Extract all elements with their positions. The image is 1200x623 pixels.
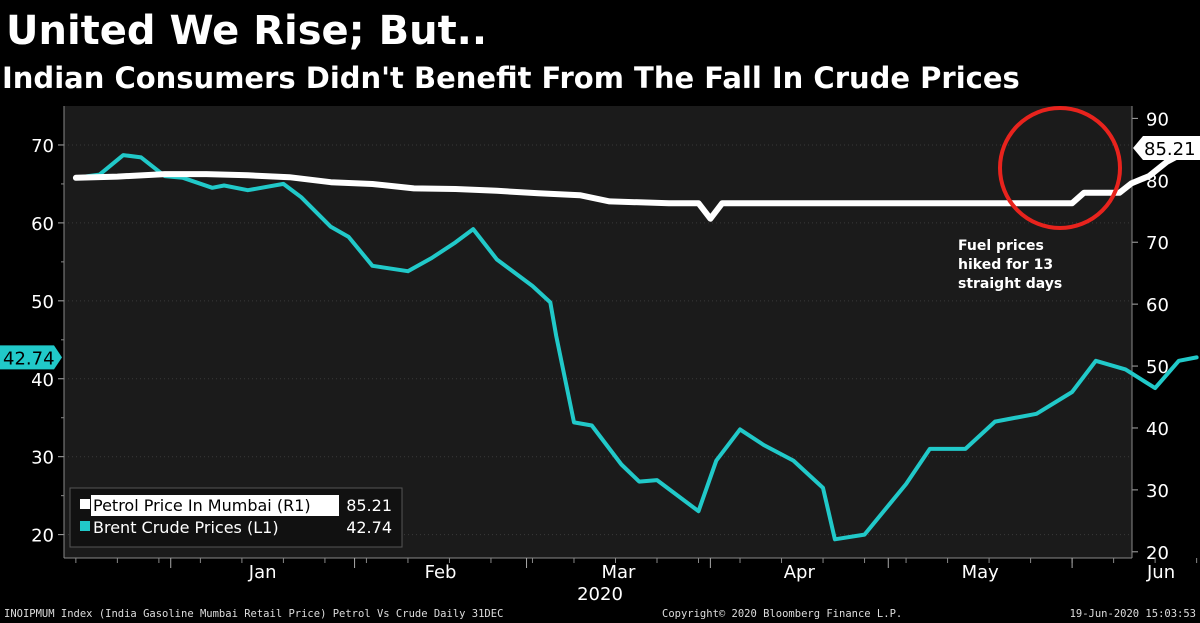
right-axis-tick-label: 70 [1146,233,1169,254]
legend-value-petrol: 85.21 [346,496,392,515]
right-axis-tick-label: 30 [1146,481,1169,502]
legend-swatch-petrol [80,499,90,509]
x-axis-tick-label: Jun [1146,562,1175,583]
x-axis: Jan Feb Mar Apr May Jun 2020 [64,557,1198,605]
left-axis-tick-label: 50 [31,292,54,313]
right-axis-tick-label: 60 [1146,295,1169,316]
legend-label-petrol: Petrol Price In Mumbai (R1) [93,496,311,515]
left-axis-tick-label: 40 [31,370,54,391]
x-axis-tick-label: May [962,562,1000,583]
x-axis-tick-label: Feb [425,562,457,583]
x-axis-year-label: 2020 [577,584,623,605]
right-axis-tick-label: 40 [1146,419,1169,440]
left-axis-tick-label: 30 [31,448,54,469]
brent-last-value-tag [0,345,62,370]
chart-subtitle: Indian Consumers Didn't Benefit From The… [2,61,1020,95]
x-axis-tick-label: Apr [784,562,816,583]
series-line-petrol [72,145,1200,222]
annotation-text: Fuel prices hiked for 13 straight days [958,238,1062,292]
x-axis-tick-label: Jan [248,562,277,583]
left-axis-tick-label: 70 [31,136,54,157]
petrol-last-value-label: 85.21 [1144,139,1196,160]
right-axis-tick-label: 20 [1146,543,1169,564]
footer-source: INOIPMUM Index (India Gasoline Mumbai Re… [4,608,504,620]
series-line-brent [73,153,1199,542]
legend-value-brent: 42.74 [346,518,392,537]
right-axis-tick-label: 50 [1146,357,1169,378]
plot-area [64,106,1132,558]
left-axis: 20 30 40 50 60 70 [31,106,1132,558]
petrol-last-value-tag [1133,136,1200,161]
annotation-line-3: straight days [958,276,1062,292]
footer-timestamp: 19-Jun-2020 15:03:53 [1069,608,1196,620]
left-axis-tick-label: 60 [31,214,54,235]
legend-label-highlight [91,495,339,516]
brent-last-value-label: 42.74 [3,348,55,369]
left-axis-tick-label: 20 [31,526,54,547]
annotation-line-1: Fuel prices [958,238,1044,254]
x-axis-tick-label: Mar [601,562,636,583]
legend-label-brent: Brent Crude Prices (L1) [93,518,279,537]
legend: Petrol Price In Mumbai (R1) 85.21 Brent … [69,487,403,548]
highlight-circle [998,106,1122,230]
right-axis-tick-label: 90 [1146,109,1169,130]
annotation-line-2: hiked for 13 [958,257,1053,273]
legend-swatch-brent [80,521,90,531]
footer-copyright: Copyright© 2020 Bloomberg Finance L.P. [662,608,903,620]
chart-title: United We Rise; But.. [6,8,488,54]
